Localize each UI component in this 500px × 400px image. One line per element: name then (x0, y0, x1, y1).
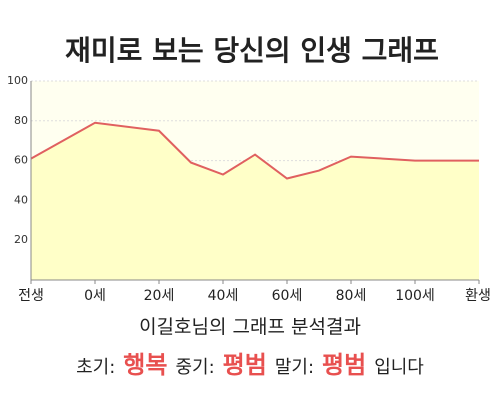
x-tick-label: 20세 (144, 288, 175, 304)
y-tick-label: 100 (7, 74, 28, 87)
x-tick-label: 60세 (272, 288, 303, 304)
chart-title: 재미로 보는 당신의 인생 그래프 (65, 34, 439, 67)
chart: 재미로 보는 당신의 인생 그래프 20 40 60 80 100 전생 0세 20세 40세 6… (7, 34, 491, 304)
y-tick-label: 60 (14, 154, 28, 167)
result-value: 평범 (222, 351, 267, 379)
result-label: 중기: (175, 357, 215, 378)
x-tick-label: 80세 (336, 288, 367, 304)
line (30, 121, 479, 180)
result-label: 초기: (76, 357, 116, 378)
y-tick-label: 40 (14, 193, 28, 206)
y-tick-label: 20 (14, 233, 28, 246)
result-ending: 입니다 (374, 357, 424, 378)
result-heading: 이길호님의 그래프 분석결과 (139, 316, 361, 338)
x-tick-label: 40세 (208, 288, 239, 304)
result-label: 말기: (274, 357, 315, 378)
x-tick-label: 환생 (465, 288, 491, 304)
result-row: 초기: 행복 중기: 평범 말기: 평범 입니다 (0, 345, 500, 380)
x-tick-label: 100세 (395, 288, 435, 304)
result-value: 평범 (322, 351, 367, 379)
x-tick-label: 0세 (84, 288, 106, 304)
x-tick-label: 전생 (18, 288, 44, 304)
area (31, 122, 479, 280)
result-value: 행복 (123, 351, 168, 379)
y-tick-label: 80 (14, 114, 28, 127)
result: 이길호님의 그래프 분석결과 초기: 행복 중기: 평범 말기: 평범 입니다 (0, 312, 500, 380)
